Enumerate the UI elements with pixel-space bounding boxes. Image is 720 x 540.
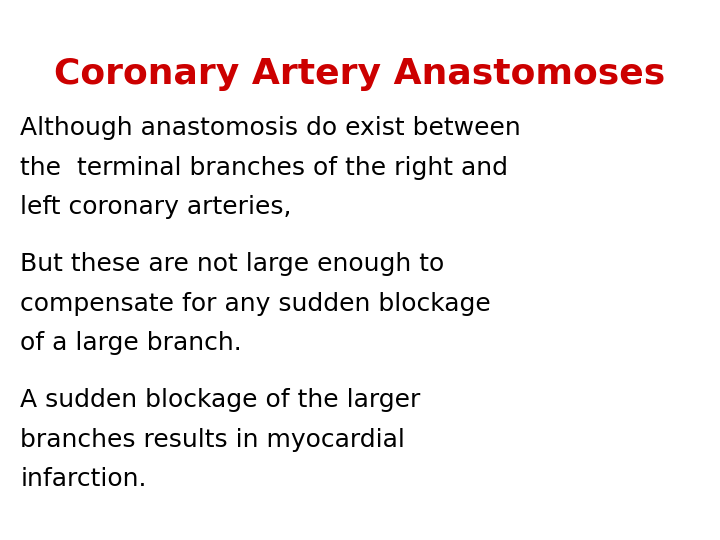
Text: left coronary arteries,: left coronary arteries, — [20, 195, 292, 219]
Text: compensate for any sudden blockage: compensate for any sudden blockage — [20, 292, 491, 315]
Text: But these are not large enough to: But these are not large enough to — [20, 252, 444, 276]
Text: A sudden blockage of the larger: A sudden blockage of the larger — [20, 388, 420, 412]
Text: branches results in myocardial: branches results in myocardial — [20, 428, 405, 451]
Text: infarction.: infarction. — [20, 467, 147, 491]
Text: Although anastomosis do exist between: Although anastomosis do exist between — [20, 116, 521, 140]
Text: of a large branch.: of a large branch. — [20, 331, 242, 355]
Text: the  terminal branches of the right and: the terminal branches of the right and — [20, 156, 508, 179]
Text: Coronary Artery Anastomoses: Coronary Artery Anastomoses — [55, 57, 665, 91]
